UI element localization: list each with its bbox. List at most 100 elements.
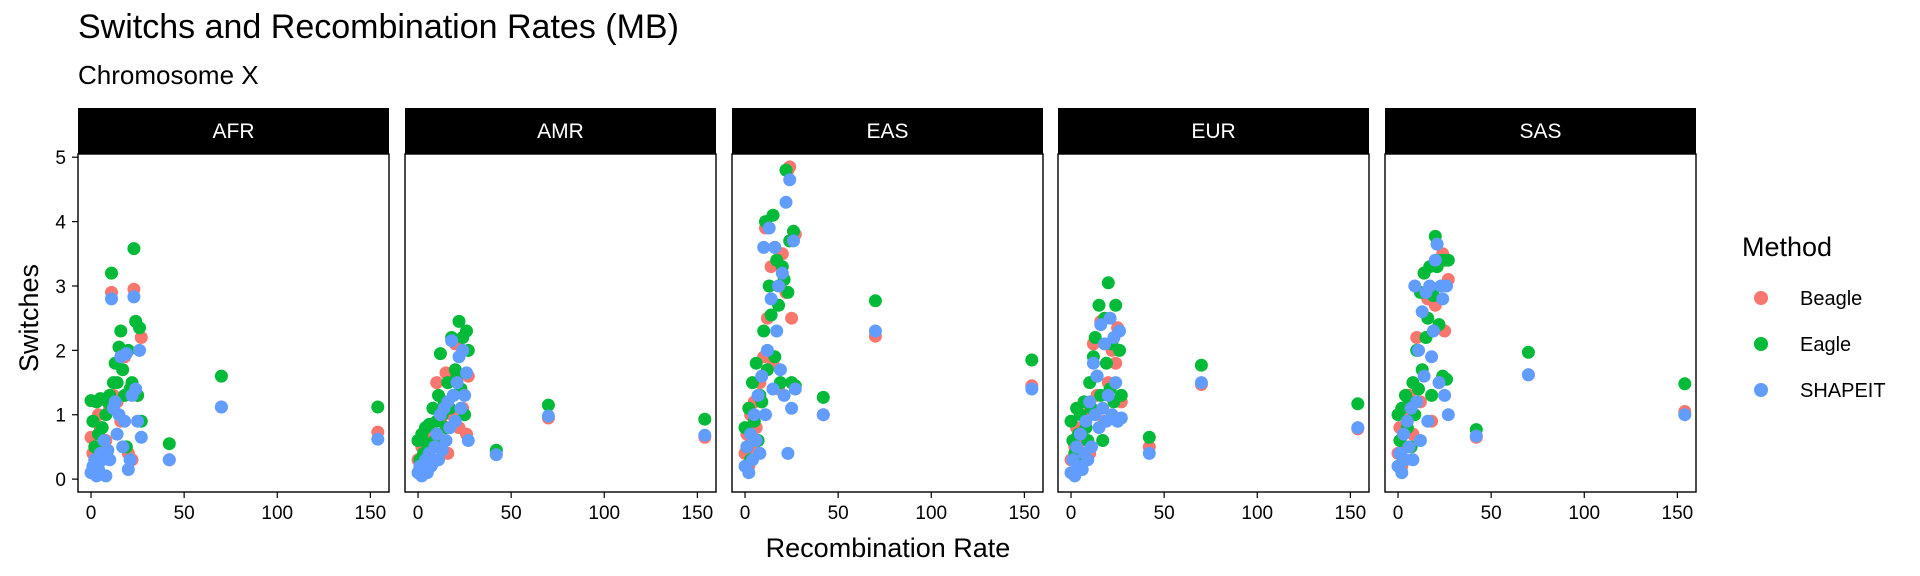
facet-strip-label: AMR (537, 120, 584, 143)
facet-strip (1385, 108, 1696, 154)
point-shapeit (742, 466, 756, 480)
point-shapeit (133, 343, 146, 357)
x-tick-label: 50 (501, 503, 522, 524)
points-eur (1064, 276, 1365, 483)
point-shapeit (760, 343, 774, 357)
panel-border (1057, 153, 1370, 493)
point-shapeit (123, 453, 137, 467)
x-tick-label: 100 (588, 503, 620, 524)
point-shapeit (1101, 388, 1115, 402)
point-shapeit (1415, 305, 1429, 319)
point-shapeit (1413, 434, 1427, 447)
x-tick-label: 0 (740, 503, 751, 524)
point-shapeit (749, 434, 763, 447)
point-eagle (1425, 388, 1439, 402)
point-shapeit (1025, 382, 1039, 396)
x-tick-label: 100 (1241, 503, 1273, 524)
point-shapeit (759, 408, 772, 422)
facet-strip (732, 108, 1043, 154)
y-tick-label: 4 (55, 213, 66, 234)
point-eagle (86, 414, 100, 428)
legend-title: Method (1742, 232, 1832, 262)
points-amr (411, 314, 712, 483)
point-shapeit (1194, 376, 1208, 390)
point-shapeit (772, 279, 786, 293)
point-shapeit (448, 414, 462, 428)
point-shapeit (816, 408, 830, 422)
point-shapeit (121, 463, 135, 476)
facet-strip (1058, 108, 1369, 154)
point-shapeit (119, 347, 133, 361)
point-shapeit (764, 292, 778, 306)
point-eagle (110, 376, 124, 390)
panel-border (1384, 153, 1697, 493)
point-beagle (1109, 356, 1123, 370)
point-eagle (1142, 430, 1156, 444)
x-tick-label: 150 (1009, 503, 1041, 524)
x-tick-label: 0 (86, 503, 97, 524)
panel-border (731, 153, 1044, 493)
point-shapeit (1410, 395, 1424, 409)
point-shapeit (127, 290, 141, 304)
point-eagle (114, 324, 128, 338)
x-tick-label: 0 (1066, 503, 1077, 524)
point-shapeit (770, 324, 784, 338)
point-eagle (1678, 377, 1692, 391)
point-shapeit (781, 446, 795, 460)
panel-border (77, 153, 390, 493)
point-shapeit (445, 334, 459, 348)
point-shapeit (757, 240, 771, 254)
point-eagle (1088, 331, 1102, 344)
point-shapeit (110, 427, 124, 441)
point-shapeit (454, 401, 468, 415)
point-shapeit (1351, 421, 1365, 435)
x-axis-title: Recombination Rate (766, 533, 1011, 563)
point-eagle (441, 376, 455, 390)
facet-strip-label: EUR (1191, 120, 1235, 143)
point-shapeit (1406, 453, 1420, 467)
point-shapeit (1079, 414, 1093, 428)
point-shapeit (1400, 414, 1414, 428)
point-shapeit (773, 363, 787, 377)
point-shapeit (1426, 324, 1440, 338)
facet-afr: AFR 0 50 100 150 (77, 108, 390, 524)
point-eagle (749, 356, 763, 370)
point-shapeit (1090, 369, 1104, 383)
x-tick-label: 50 (1481, 503, 1502, 524)
point-shapeit (1395, 466, 1409, 480)
points-sas (1391, 229, 1692, 480)
point-shapeit (129, 382, 143, 396)
legend: Method Beagle Eagle SHAPEIT (1742, 232, 1886, 402)
point-shapeit (1075, 463, 1089, 476)
point-shapeit (1098, 337, 1112, 351)
point-shapeit (698, 428, 712, 442)
point-shapeit (1436, 292, 1450, 306)
y-tick-label: 5 (55, 148, 66, 169)
point-shapeit (1408, 279, 1422, 293)
point-shapeit (108, 395, 122, 409)
point-eagle (1521, 345, 1535, 359)
point-shapeit (779, 195, 793, 209)
point-beagle (1410, 331, 1424, 344)
point-shapeit (439, 434, 453, 447)
point-shapeit (740, 440, 754, 454)
point-shapeit (1421, 414, 1435, 428)
point-eagle (698, 412, 712, 426)
point-shapeit (458, 388, 472, 402)
y-axis-title: Switches (14, 264, 44, 372)
point-eagle (452, 314, 466, 328)
x-tick-label: 0 (413, 503, 424, 524)
facet-strip-label: AFR (213, 120, 255, 143)
point-eagle (1114, 388, 1128, 402)
point-shapeit (116, 440, 130, 454)
point-shapeit (214, 400, 228, 414)
point-eagle (460, 324, 473, 338)
x-tick-label: 100 (261, 503, 293, 524)
point-shapeit (1096, 401, 1110, 415)
facet-strip-label: EAS (866, 120, 908, 143)
point-shapeit (105, 292, 118, 306)
point-shapeit (762, 221, 776, 235)
point-shapeit (788, 382, 802, 396)
point-shapeit (775, 266, 789, 280)
